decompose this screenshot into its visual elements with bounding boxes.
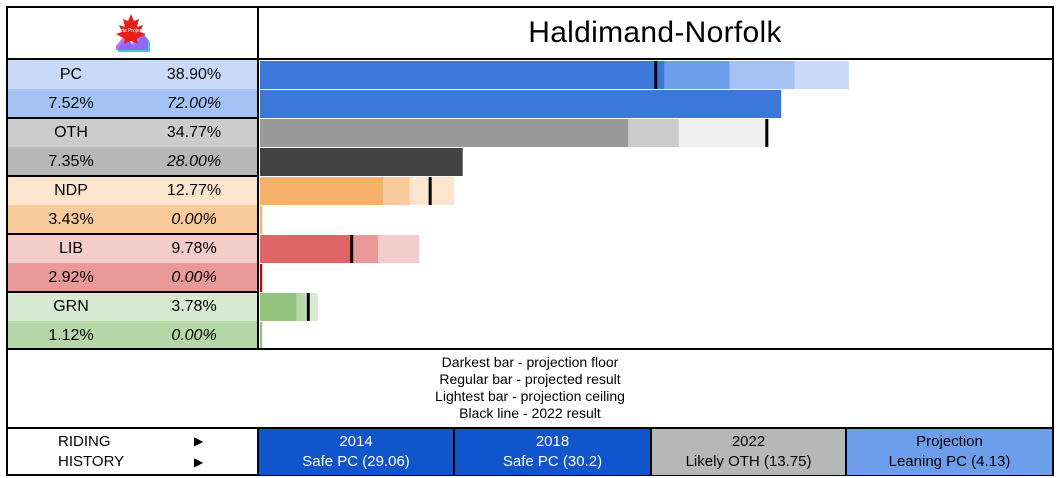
history-cell: Projection Leaning PC (4.13)	[847, 429, 1052, 475]
win-probability-bar	[260, 206, 263, 234]
party-divider	[8, 175, 258, 177]
history-divider	[453, 428, 455, 475]
result-2022-line	[765, 119, 769, 147]
party-projection: 3.78%	[171, 297, 217, 315]
legend-result: Regular bar - projected result	[439, 371, 621, 387]
party-subrow-bg	[8, 89, 258, 118]
party-name: GRN	[53, 297, 89, 315]
history-result: Likely OTH (13.75)	[685, 453, 812, 470]
win-probability-bar	[260, 148, 463, 176]
win-probability-bar	[260, 90, 782, 118]
bar-floor	[260, 119, 629, 147]
svg-text:Canada Projections: Canada Projections	[109, 28, 153, 34]
party-divider	[8, 233, 258, 235]
history-year: 2022	[731, 433, 766, 450]
party-subrow-bg	[8, 263, 258, 292]
bar-floor	[260, 61, 665, 89]
column-divider	[257, 8, 259, 348]
legend-divider-bottom	[8, 427, 1052, 429]
history-result: Safe PC (29.06)	[302, 453, 410, 470]
result-2022-line	[654, 61, 658, 89]
history-result: Safe PC (30.2)	[502, 453, 603, 470]
history-divider	[257, 428, 259, 475]
history-divider	[845, 428, 847, 475]
history-label-history: HISTORY	[58, 453, 125, 470]
party-row-bg	[8, 60, 258, 89]
party-name: LIB	[58, 239, 83, 257]
chart-legend: Darkest bar - projection floor Regular b…	[8, 350, 1052, 426]
result-2022-line	[350, 235, 354, 263]
party-margin: 7.35%	[48, 152, 94, 170]
bar-floor	[260, 293, 297, 321]
header-divider	[8, 58, 1052, 60]
riding-title: Haldimand-Norfolk	[528, 16, 782, 49]
history-year: 2018	[535, 433, 570, 450]
legend-2022: Black line - 2022 result	[459, 405, 601, 421]
history-cell: 2022 Likely OTH (13.75)	[652, 429, 845, 475]
party-divider	[8, 117, 258, 119]
party-projection: 9.78%	[171, 239, 217, 257]
party-win-probability: 72.00%	[166, 94, 222, 112]
result-2022-line	[306, 293, 310, 321]
history-year: 2014	[339, 433, 373, 450]
party-projection: 38.90%	[166, 65, 222, 83]
party-divider	[8, 291, 258, 293]
history-label-riding: RIDING	[58, 433, 111, 450]
party-subrow-bg	[8, 147, 258, 176]
win-probability-bar	[260, 264, 263, 292]
party-name: NDP	[54, 181, 88, 199]
arrow-right-icon: ▶	[194, 434, 204, 448]
maple-leaf-icon: Canada Projections	[109, 14, 153, 52]
party-projection: 12.77%	[166, 181, 222, 199]
party-margin: 7.52%	[48, 94, 94, 112]
result-2022-line	[428, 177, 432, 205]
legend-ceiling: Lightest bar - projection ceiling	[435, 388, 625, 404]
legend-divider-top	[8, 348, 1052, 350]
party-name: PC	[59, 65, 83, 83]
history-result: Leaning PC (4.13)	[888, 453, 1011, 470]
arrow-right-icon: ▶	[194, 455, 204, 469]
history-divider	[650, 428, 652, 475]
party-subrow-bg	[8, 205, 258, 234]
riding-card	[6, 6, 1054, 476]
party-margin: 2.92%	[48, 268, 94, 286]
party-row-bg	[8, 292, 258, 321]
history-cell: 2014 Safe PC (29.06)	[259, 429, 453, 475]
party-row-bg	[8, 118, 258, 147]
party-projection: 34.77%	[166, 123, 222, 141]
history-cell: 2018 Safe PC (30.2)	[455, 429, 650, 475]
party-margin: 3.43%	[48, 210, 94, 228]
party-win-probability: 0.00%	[171, 268, 217, 286]
party-margin: 1.12%	[48, 326, 94, 344]
canada-projections-logo: Canada Projections	[106, 12, 156, 56]
party-row-bg	[8, 234, 258, 263]
party-win-probability: 0.00%	[171, 210, 217, 228]
party-win-probability: 0.00%	[171, 326, 217, 344]
party-subrow-bg	[8, 321, 258, 350]
party-row-bg	[8, 176, 258, 205]
bar-floor	[260, 177, 384, 205]
win-probability-bar	[260, 322, 263, 348]
party-name: OTH	[54, 123, 88, 141]
party-win-probability: 28.00%	[166, 152, 222, 170]
projection-bar-chart	[260, 61, 849, 348]
legend-floor: Darkest bar - projection floor	[441, 354, 619, 370]
bar-floor	[260, 235, 351, 263]
history-year: Projection	[916, 433, 983, 450]
